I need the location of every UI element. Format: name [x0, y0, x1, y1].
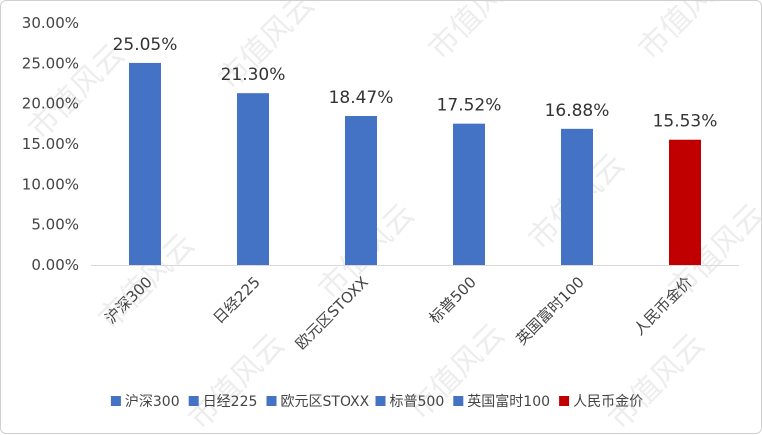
legend-swatch	[110, 396, 121, 406]
bar	[237, 93, 269, 266]
legend-swatch	[266, 396, 277, 406]
bar	[561, 128, 593, 265]
legend-swatch	[453, 396, 464, 406]
bar	[129, 62, 161, 266]
y-tick-label: 30.00%	[22, 14, 79, 32]
data-label: 21.30%	[221, 65, 286, 85]
y-tick-label: 0.00%	[31, 256, 79, 274]
bar	[669, 139, 701, 265]
data-label: 18.47%	[329, 88, 394, 108]
data-label: 17.52%	[437, 96, 502, 116]
legend-swatch	[559, 396, 570, 406]
watermark-text: 市值风云	[602, 327, 712, 435]
legend-label: 沪深300	[125, 394, 180, 410]
legend-label: 标普500	[390, 394, 445, 410]
legend-label: 欧元区STOXX	[281, 394, 370, 410]
legend-swatch	[375, 396, 386, 406]
legend-label: 英国富时100	[467, 393, 550, 410]
data-label: 16.88%	[545, 101, 610, 121]
watermark-text: 市值风云	[422, 1, 532, 67]
y-tick-label: 10.00%	[22, 175, 79, 193]
y-tick-label: 15.00%	[22, 135, 79, 153]
y-tick-label: 5.00%	[31, 216, 79, 234]
watermark-text: 市值风云	[402, 317, 512, 427]
x-tick-label: 标普500	[426, 273, 480, 327]
legend-label: 日经225	[203, 394, 258, 410]
data-label: 25.05%	[113, 35, 178, 55]
watermark-text: 市值风云	[632, 1, 742, 67]
watermark-text: 市值风云	[182, 327, 292, 435]
bar	[453, 123, 485, 265]
y-tick-label: 25.00%	[22, 54, 79, 72]
bar	[345, 116, 377, 265]
legend-label: 人民币金价	[573, 394, 643, 410]
data-label: 15.53%	[653, 112, 718, 132]
x-tick-label: 日经225	[210, 273, 264, 327]
x-tick-label: 英国富时100	[512, 273, 587, 348]
y-tick-label: 20.00%	[22, 95, 79, 113]
legend-swatch	[188, 396, 199, 406]
